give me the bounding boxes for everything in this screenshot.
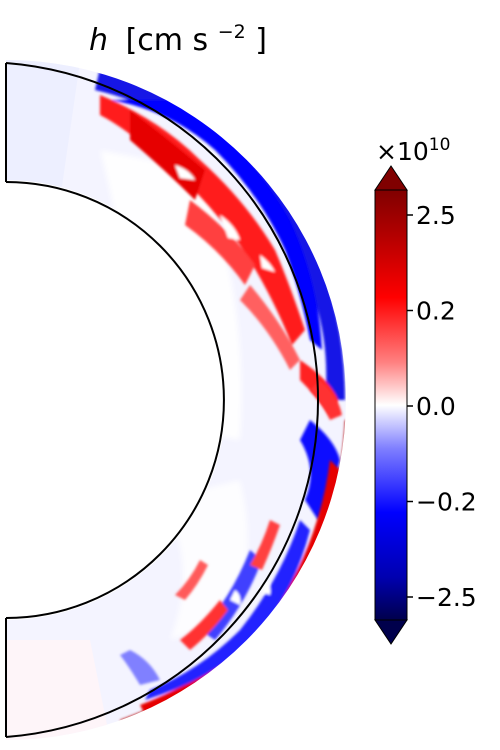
colorbar-extend-bottom	[374, 619, 408, 645]
inner-boundary	[5, 181, 225, 619]
colorbar: ×1010 2.5 0.2 0.0 −0.2 −2.5	[374, 135, 477, 645]
shell-field	[6, 60, 346, 740]
colorbar-extend-top	[374, 165, 408, 191]
colorbar-ticks: 2.5 0.2 0.0 −0.2 −2.5	[407, 201, 477, 612]
colorbar-tick-label: −2.5	[416, 583, 477, 612]
title-unit-exponent: −2	[218, 21, 246, 43]
title-variable: h	[89, 23, 108, 58]
colorbar-tick-label: 2.5	[416, 201, 456, 230]
colorbar-multiplier: ×1010	[376, 135, 450, 166]
title-unit-close: ]	[255, 23, 267, 58]
colorbar-tick-label: 0.0	[416, 392, 456, 421]
title-unit: [cm s	[126, 23, 209, 58]
colorbar-tick-label: 0.2	[416, 297, 456, 326]
outer-boundary	[5, 62, 320, 738]
chart-title: h [cm s −2 ]	[89, 11, 267, 58]
colorbar-tick-label: −0.2	[416, 488, 477, 517]
colorbar-body	[374, 189, 408, 621]
shell-boundaries	[5, 62, 320, 738]
